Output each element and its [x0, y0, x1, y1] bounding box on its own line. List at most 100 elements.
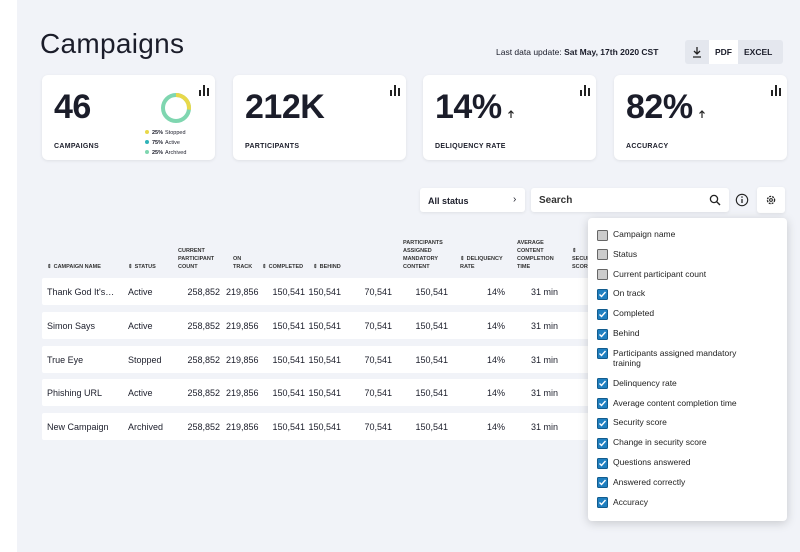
menu-item[interactable]: Campaign name: [613, 229, 676, 239]
export-button[interactable]: PDF: [709, 40, 738, 64]
kpi-value: 46: [54, 88, 91, 126]
table-cell: 150,541: [308, 388, 341, 398]
legend-pct: 75%: [152, 140, 164, 146]
table-cell: Phishing URL: [47, 388, 103, 398]
header-text: PARTICIPANTS ASSIGNED MANDATORY CONTENT: [403, 240, 443, 270]
search-placeholder: Search: [539, 195, 573, 206]
update-info: Last data update: Sat May, 17th 2020 CST: [496, 47, 658, 57]
menu-item[interactable]: Delinquency rate: [613, 377, 677, 388]
legend-pct: 25%: [152, 150, 164, 156]
app: Campaigns Last data update: Sat May, 17t…: [17, 0, 800, 552]
column-header: ON TRACK: [233, 255, 258, 271]
table-row[interactable]: New Campaign Archived 258,852 219,856 150,54…: [42, 413, 602, 440]
table-cell: 14%: [486, 355, 505, 365]
check-mark: [599, 311, 607, 318]
table-cell: New Campaign: [47, 422, 109, 432]
trend-up-icon: [699, 110, 705, 118]
chart-icon: [580, 85, 590, 96]
info-button[interactable]: [735, 193, 749, 207]
download-button[interactable]: [691, 45, 703, 59]
header-text: STATUS: [134, 264, 156, 270]
table-cell: 150,541: [415, 287, 448, 297]
checkbox[interactable]: [597, 249, 608, 261]
table-cell: 150,541: [272, 422, 305, 432]
update-label: Last data update:: [496, 47, 562, 57]
table-cell: 258,852: [187, 388, 220, 398]
table-cell: 31 min: [530, 287, 558, 297]
table-cell: 31 min: [530, 388, 558, 398]
table-cell: 150,541: [308, 321, 341, 331]
table-cell: 258,852: [187, 422, 220, 432]
menu-item[interactable]: Answered correctly: [613, 476, 686, 487]
table-cell: 150,541: [272, 287, 305, 297]
menu-item[interactable]: Behind: [613, 328, 640, 338]
kpi-label: CAMPAIGNS: [54, 143, 99, 150]
search-box[interactable]: Search: [531, 188, 729, 212]
checkbox[interactable]: [597, 229, 608, 241]
table-cell: 150,541: [308, 355, 341, 365]
sort-icon: ⇕: [460, 256, 465, 262]
table-cell: Active: [128, 287, 153, 297]
sort-icon: ⇕: [572, 248, 577, 254]
menu-item[interactable]: Accuracy: [613, 496, 648, 507]
table-row[interactable]: True Eye Stopped 258,852 219,856 150,541 150,…: [42, 346, 602, 373]
export-button[interactable]: EXCEL: [744, 47, 773, 57]
chart-icon: [390, 85, 400, 96]
column-header: ⇕ SECURITY SCORE: [572, 247, 602, 271]
table-cell: Simon Says: [47, 321, 96, 331]
header-text: CURRENT PARTICIPANT COUNT: [178, 248, 215, 270]
settings-button[interactable]: [757, 187, 785, 213]
gear-icon: [766, 195, 776, 205]
menu-item[interactable]: Change in security score: [613, 437, 707, 448]
menu-item[interactable]: Status: [613, 248, 638, 259]
table-row[interactable]: Thank God It's… Active 258,852 219,856 150,5…: [42, 278, 602, 305]
table-cell: 150,541: [415, 422, 448, 432]
legend-text: Active: [165, 140, 180, 146]
table-row[interactable]: Simon Says Active 258,852 219,856 150,541 150…: [42, 312, 602, 339]
menu-item[interactable]: Current participant count: [613, 268, 707, 279]
table-cell: Stopped: [128, 355, 162, 365]
check-mark: [599, 479, 607, 486]
table-cell: 258,852: [187, 321, 220, 331]
table-cell: 150,541: [272, 321, 305, 331]
legend-dot: [145, 150, 149, 154]
chart-icon: [199, 85, 209, 96]
update-value: Sat May, 17th 2020 CST: [564, 47, 659, 57]
kpi-card: 212K PARTICIPANTS: [233, 75, 406, 160]
kpi-label: ACCURACY: [626, 143, 669, 150]
table-cell: 258,852: [187, 287, 220, 297]
table-cell: 219,856: [226, 321, 259, 331]
table-cell: 70,541: [364, 355, 392, 365]
checkbox[interactable]: [597, 269, 608, 281]
legend-item: 25% Stopped: [145, 130, 186, 136]
table-cell: 70,541: [364, 422, 392, 432]
check-mark: [599, 350, 607, 357]
legend-text: Stopped: [165, 130, 186, 136]
table-cell: 150,541: [272, 388, 305, 398]
kpi-card: 82% ACCURACY: [614, 75, 787, 160]
menu-item[interactable]: Participants assigned mandatory training: [613, 347, 737, 369]
table-row[interactable]: Phishing URL Active 258,852 219,856 150,541 1…: [42, 379, 602, 406]
check-mark: [599, 499, 607, 506]
menu-item[interactable]: Average content completion time: [613, 397, 737, 408]
menu-item[interactable]: Security score: [613, 417, 667, 428]
menu-item[interactable]: Completed: [613, 308, 655, 319]
kpi-value: 212K: [245, 88, 325, 126]
export-buttons: PDF EXCEL: [709, 40, 778, 64]
menu-item[interactable]: On track: [613, 288, 646, 299]
column-header: ⇕ DELIQUENCY RATE: [460, 255, 510, 271]
table-cell: 150,541: [308, 422, 341, 432]
status-filter[interactable]: All status ›: [420, 188, 525, 212]
header-text: COMPLETED: [268, 264, 304, 270]
table-cell: 31 min: [530, 422, 558, 432]
header-text: BEHIND: [319, 264, 341, 270]
legend-dot: [145, 130, 149, 134]
chart-icon: [771, 85, 781, 96]
menu-item[interactable]: Questions answered: [613, 457, 691, 467]
legend-dot: [145, 140, 149, 144]
sort-icon: ⇕: [313, 264, 318, 270]
column-header: ⇕ BEHIND: [313, 263, 353, 271]
header-text: CAMPAIGN NAME: [53, 264, 101, 270]
page-title: Campaigns: [40, 28, 185, 59]
table-cell: 70,541: [364, 287, 392, 297]
